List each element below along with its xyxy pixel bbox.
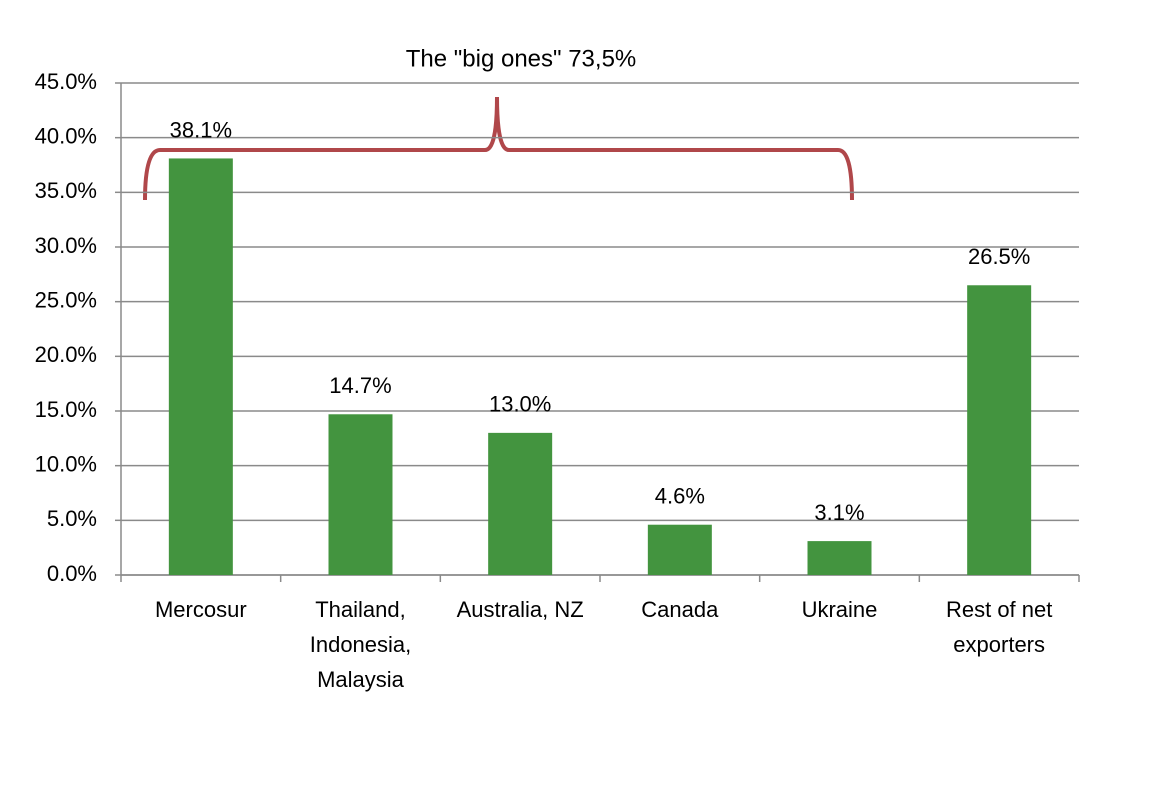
x-tick-label: Australia, NZ xyxy=(457,597,584,622)
value-label: 4.6% xyxy=(655,484,705,509)
value-label: 3.1% xyxy=(814,500,864,525)
bar xyxy=(328,414,393,575)
x-tick-label: Rest of net exporters xyxy=(946,597,1052,657)
x-tick-label-line: Australia, NZ xyxy=(457,597,584,622)
bar xyxy=(967,285,1032,575)
x-tick-label-line: Thailand, xyxy=(315,597,406,622)
y-tick-label: 35.0% xyxy=(35,178,97,203)
y-tick-label: 5.0% xyxy=(47,506,97,531)
bar xyxy=(488,432,553,575)
y-tick-label: 40.0% xyxy=(35,123,97,148)
bracket xyxy=(143,96,854,201)
x-tick-label: Canada xyxy=(641,597,719,622)
x-tick-label-line: Canada xyxy=(641,597,719,622)
value-label: 13.0% xyxy=(489,392,551,417)
y-tick-label: 0.0% xyxy=(47,561,97,586)
bar xyxy=(168,158,233,575)
value-label: 38.1% xyxy=(170,117,232,142)
x-tick-label-line: Rest of net xyxy=(946,597,1052,622)
x-tick-label-line: Mercosur xyxy=(155,597,247,622)
y-tick-label: 20.0% xyxy=(35,342,97,367)
x-tick-label-line: Indonesia, xyxy=(310,632,412,657)
annotation: The "big ones" 73,5% xyxy=(406,45,637,72)
y-tick-label: 30.0% xyxy=(35,233,97,258)
value-label: 26.5% xyxy=(968,244,1030,269)
x-tick-label-line: exporters xyxy=(953,632,1045,657)
y-tick-label: 15.0% xyxy=(35,397,97,422)
value-label: 14.7% xyxy=(329,373,391,398)
y-tick-label: 25.0% xyxy=(35,287,97,312)
x-tick-label-line: Malaysia xyxy=(317,667,405,692)
x-tick-label: Ukraine xyxy=(802,597,878,622)
x-tick-label: Mercosur xyxy=(155,597,247,622)
y-tick-label: 45.0% xyxy=(35,69,97,94)
y-tick-label: 10.0% xyxy=(35,451,97,476)
x-tick-label: Thailand, Indonesia, Malaysia xyxy=(310,597,412,692)
x-tick-label-line: Ukraine xyxy=(802,597,878,622)
bar xyxy=(807,541,872,575)
bar xyxy=(647,524,712,575)
